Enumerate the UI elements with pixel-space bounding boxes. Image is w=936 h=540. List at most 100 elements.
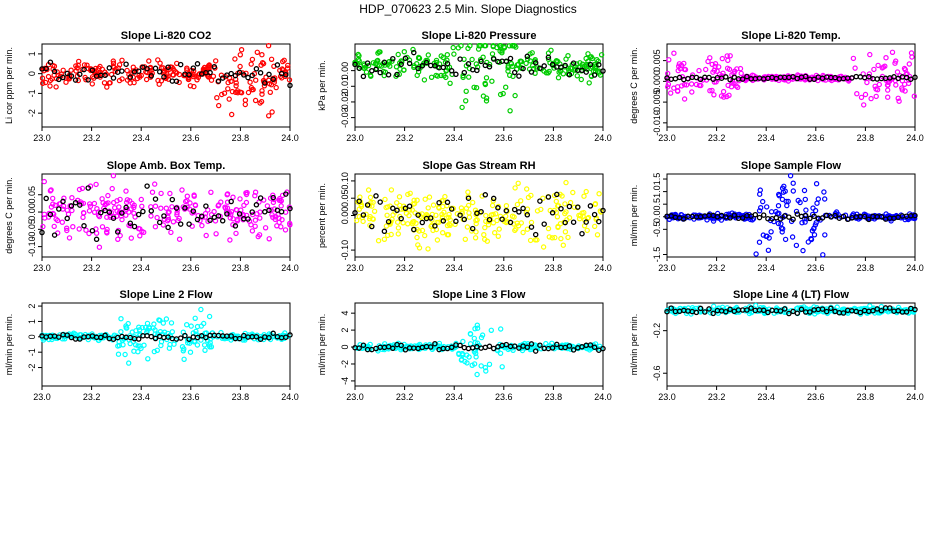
- data-point-subset: [190, 334, 197, 340]
- data-point: [784, 202, 790, 209]
- data-point: [534, 237, 540, 243]
- data-point-subset: [232, 72, 239, 79]
- data-point: [440, 197, 446, 203]
- panel-title: Slope Amb. Box Temp.: [107, 160, 226, 172]
- data-point-subset: [465, 345, 472, 352]
- data-point: [249, 211, 256, 218]
- data-point-subset: [486, 64, 493, 70]
- data-point: [144, 320, 151, 327]
- data-point-subset: [579, 230, 585, 237]
- data-point: [779, 229, 785, 235]
- data-point: [169, 329, 175, 335]
- data-point-subset: [98, 334, 104, 341]
- data-point: [279, 216, 285, 223]
- data-point-subset: [381, 228, 388, 235]
- data-point-subset: [173, 205, 180, 211]
- data-point-subset: [64, 215, 70, 222]
- data-point-subset: [802, 212, 809, 219]
- data-point: [489, 51, 496, 57]
- data-point-subset: [156, 219, 163, 226]
- data-point-subset: [177, 61, 184, 68]
- data-point-subset: [524, 344, 531, 351]
- data-point: [395, 51, 401, 58]
- data-point: [466, 210, 472, 216]
- x-tick-label: 24.0: [281, 392, 299, 402]
- data-point: [143, 329, 150, 335]
- data-point-subset: [161, 213, 167, 219]
- data-point: [571, 204, 578, 210]
- data-point: [592, 223, 598, 230]
- data-point-subset: [385, 218, 392, 225]
- data-point-subset: [398, 61, 404, 68]
- data-point: [382, 69, 389, 75]
- data-point-subset: [786, 214, 792, 220]
- data-point-subset: [102, 332, 108, 339]
- data-point: [264, 203, 271, 209]
- data-point: [444, 222, 451, 229]
- data-point-subset: [152, 65, 159, 72]
- y-tick-label: 0.10: [340, 172, 350, 190]
- data-point: [509, 43, 515, 49]
- y-tick-label: -1: [27, 348, 37, 356]
- y-tick-label: 2: [340, 328, 350, 333]
- data-point: [415, 69, 422, 75]
- data-point: [421, 77, 428, 83]
- data-point: [821, 189, 827, 195]
- data-point: [168, 229, 174, 236]
- data-point-subset: [278, 208, 285, 215]
- data-point: [119, 216, 125, 223]
- data-point: [365, 344, 371, 350]
- data-point: [280, 58, 286, 65]
- data-point: [267, 195, 274, 201]
- y-axis-label: kPa per min.: [317, 60, 327, 111]
- data-point-subset: [861, 213, 868, 220]
- data-point: [118, 316, 124, 322]
- data-point: [245, 89, 252, 96]
- data-point: [518, 58, 525, 65]
- data-point-subset: [507, 219, 514, 226]
- data-point: [873, 93, 879, 100]
- data-point-subset: [47, 59, 54, 65]
- data-point: [415, 242, 421, 248]
- x-tick-label: 23.8: [545, 263, 563, 273]
- points-subset: [39, 183, 293, 243]
- data-point-subset: [591, 72, 598, 78]
- data-point-subset: [106, 209, 113, 215]
- data-point-subset: [520, 205, 526, 212]
- data-point: [117, 232, 123, 239]
- data-point: [447, 222, 453, 228]
- data-point-subset: [756, 214, 763, 221]
- data-point: [469, 56, 475, 63]
- x-tick-label: 23.2: [396, 133, 414, 143]
- data-point: [518, 198, 524, 204]
- data-point-subset: [549, 345, 556, 351]
- data-point: [507, 108, 513, 114]
- x-tick-label: 23.8: [857, 392, 875, 402]
- data-point: [129, 200, 135, 207]
- data-point: [242, 97, 249, 103]
- data-point-subset: [562, 62, 568, 69]
- data-point: [527, 237, 534, 244]
- data-point-subset: [241, 72, 247, 78]
- data-point-subset: [427, 344, 434, 350]
- data-point: [472, 235, 479, 241]
- data-point: [876, 81, 883, 88]
- data-point: [499, 364, 505, 370]
- points-all: [354, 179, 604, 252]
- y-tick-label: 0: [340, 345, 350, 350]
- data-point-subset: [828, 305, 834, 312]
- data-point-subset: [516, 345, 522, 351]
- data-point-subset: [570, 347, 577, 353]
- y-axis-label: ml/min per min.: [629, 314, 639, 376]
- data-point: [395, 225, 402, 231]
- data-point-subset: [123, 61, 129, 67]
- x-tick-label: 23.0: [33, 133, 51, 143]
- data-point: [51, 211, 57, 217]
- data-point: [389, 58, 395, 64]
- data-point: [894, 69, 901, 75]
- data-point: [232, 56, 238, 62]
- data-point: [76, 186, 83, 193]
- data-point: [138, 345, 144, 352]
- data-point: [207, 340, 213, 346]
- data-point-subset: [579, 67, 585, 74]
